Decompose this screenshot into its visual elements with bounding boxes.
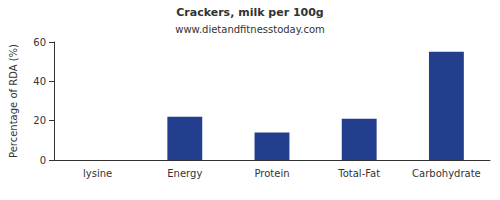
svg-text:40: 40 [33,76,46,87]
svg-text:Percentage of RDA (%): Percentage of RDA (%) [8,44,19,158]
svg-text:Protein: Protein [254,168,289,179]
svg-text:60: 60 [33,37,46,48]
svg-text:Crackers, milk per 100g: Crackers, milk per 100g [176,6,323,19]
svg-text:Energy: Energy [167,168,202,179]
svg-text:Carbohydrate: Carbohydrate [412,168,481,179]
svg-text:www.dietandfitnesstoday.com: www.dietandfitnesstoday.com [175,24,324,35]
svg-text:lysine: lysine [83,168,112,179]
svg-text:Total-Fat: Total-Fat [337,168,380,179]
svg-text:20: 20 [33,115,46,126]
svg-text:0: 0 [40,155,46,166]
